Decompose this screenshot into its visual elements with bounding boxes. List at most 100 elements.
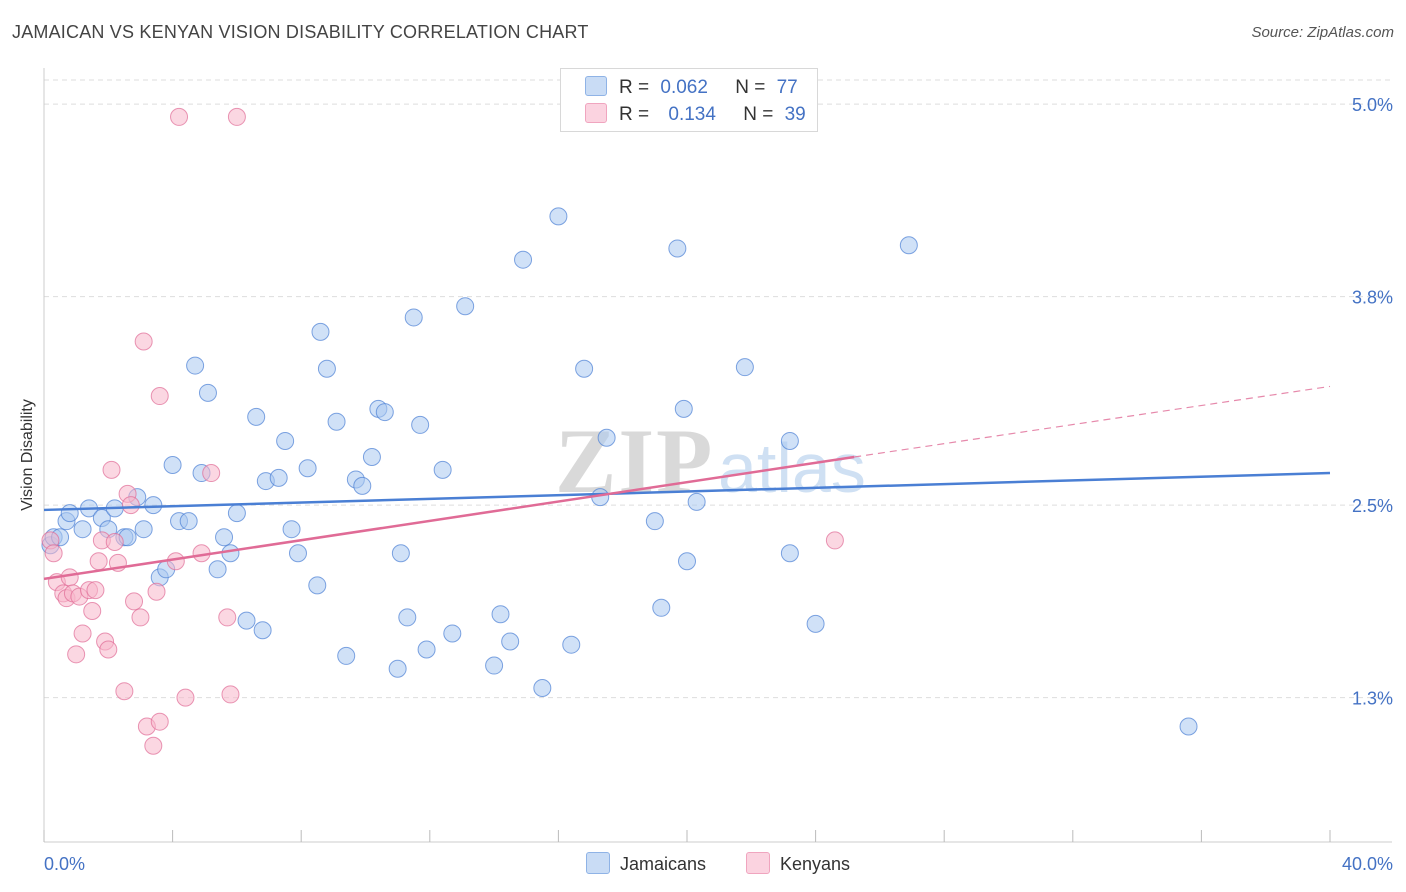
data-point-kenyans (102, 460, 121, 479)
data-point-jamaicans (60, 504, 79, 523)
data-point-kenyans (115, 682, 134, 701)
data-point-jamaicans (398, 608, 417, 627)
legend-swatch-jamaicans (585, 76, 607, 96)
data-point-jamaicans (549, 207, 568, 226)
legend-item-kenyans: Kenyans (746, 852, 850, 875)
data-point-kenyans (170, 107, 189, 126)
data-point-kenyans (202, 464, 221, 483)
y-tick-label: 1.3% (1352, 689, 1393, 709)
legend-row-kenyans: R = 0.134 N = 39 (585, 103, 806, 126)
data-point-jamaicans (208, 560, 227, 579)
data-point-jamaicans (780, 431, 799, 450)
data-point-jamaicans (198, 383, 217, 402)
data-point-kenyans (147, 582, 166, 601)
data-point-jamaicans (134, 520, 153, 539)
data-point-jamaicans (276, 431, 295, 450)
trend-line-kenyans (43, 455, 855, 581)
data-point-jamaicans (411, 415, 430, 434)
data-point-jamaicans (645, 512, 664, 531)
data-point-jamaicans (652, 598, 671, 617)
data-point-jamaicans (678, 552, 696, 571)
data-point-jamaicans (456, 297, 475, 316)
data-point-kenyans (144, 736, 163, 755)
gridlines (44, 79, 1392, 699)
n-label: N = (735, 77, 766, 98)
data-point-jamaicans (247, 407, 266, 426)
data-point-jamaicans (668, 239, 687, 258)
data-point-jamaicans (221, 544, 240, 563)
data-point-jamaicans (308, 576, 327, 595)
data-point-jamaicans (443, 624, 462, 643)
data-point-kenyans (86, 581, 105, 600)
legend-label-jamaicans: Jamaicans (620, 854, 707, 874)
data-point-jamaicans (237, 611, 256, 630)
data-point-jamaicans (282, 520, 301, 539)
data-point-kenyans (44, 544, 63, 563)
chart-title: JAMAICAN VS KENYAN VISION DISABILITY COR… (12, 22, 589, 42)
x-tick-label-min: 0.0% (44, 854, 85, 874)
data-point-jamaicans (353, 476, 372, 495)
data-point-kenyans (131, 608, 150, 627)
data-point-jamaicans (337, 646, 356, 665)
y-tick-label: 3.8% (1352, 288, 1393, 308)
n-value: 39 (784, 104, 806, 125)
y-tick-label: 2.5% (1352, 496, 1393, 516)
legend-label-kenyans: Kenyans (780, 854, 851, 874)
n-value: 77 (776, 77, 798, 98)
axes (43, 68, 1392, 843)
data-point-kenyans (166, 552, 185, 571)
r-label: R = (619, 77, 650, 98)
data-point-kenyans (60, 568, 79, 587)
data-point-jamaicans (391, 544, 410, 563)
data-point-jamaicans (298, 459, 317, 478)
data-points (41, 107, 1198, 755)
data-point-jamaicans (288, 544, 307, 563)
y-tick-label: 5.0% (1352, 95, 1393, 115)
data-point-kenyans (150, 387, 169, 406)
data-point-kenyans (67, 645, 86, 664)
data-point-jamaicans (806, 614, 825, 633)
data-point-jamaicans (597, 428, 616, 447)
source-label: Source: ZipAtlas.com (1251, 24, 1394, 41)
x-tick-label-max: 40.0% (1342, 854, 1393, 874)
data-point-jamaicans (433, 460, 452, 479)
data-point-kenyans (89, 552, 108, 571)
data-point-jamaicans (186, 356, 205, 375)
data-point-jamaicans (327, 412, 346, 431)
data-point-kenyans (99, 640, 118, 659)
series-legend: Jamaicans Kenyans (0, 852, 1406, 878)
data-point-kenyans (83, 602, 102, 620)
data-point-jamaicans (501, 632, 520, 651)
data-point-jamaicans (780, 544, 799, 563)
data-point-jamaicans (73, 520, 92, 539)
n-label: N = (743, 104, 774, 125)
data-point-jamaicans (388, 659, 407, 678)
data-point-jamaicans (899, 236, 918, 255)
data-point-jamaicans (533, 679, 552, 697)
r-value: 0.134 (668, 104, 716, 125)
r-value: 0.062 (660, 77, 708, 98)
legend-item-jamaicans: Jamaicans (586, 852, 706, 875)
data-point-kenyans (134, 332, 153, 351)
legend-swatch-jamaicans (586, 852, 610, 874)
data-point-jamaicans (375, 403, 394, 422)
data-point-jamaicans (215, 528, 234, 547)
data-point-jamaicans (491, 605, 510, 624)
data-point-jamaicans (1179, 717, 1198, 736)
legend-row-jamaicans: R = 0.062 N = 77 (585, 76, 798, 99)
data-point-jamaicans (575, 359, 594, 378)
trend-extension-kenyans (854, 385, 1331, 458)
data-point-kenyans (176, 688, 195, 707)
stats-legend: R = 0.062 N = 77 R = 0.134 N = 39 (560, 68, 818, 132)
data-point-jamaicans (485, 656, 504, 675)
data-point-jamaicans (362, 448, 381, 466)
data-point-jamaicans (269, 468, 288, 487)
data-point-kenyans (73, 624, 92, 643)
legend-swatch-kenyans (585, 103, 607, 123)
legend-swatch-kenyans (746, 852, 770, 874)
data-point-kenyans (125, 592, 144, 611)
data-point-kenyans (105, 533, 124, 552)
data-point-kenyans (218, 608, 237, 627)
data-point-jamaicans (562, 635, 581, 654)
